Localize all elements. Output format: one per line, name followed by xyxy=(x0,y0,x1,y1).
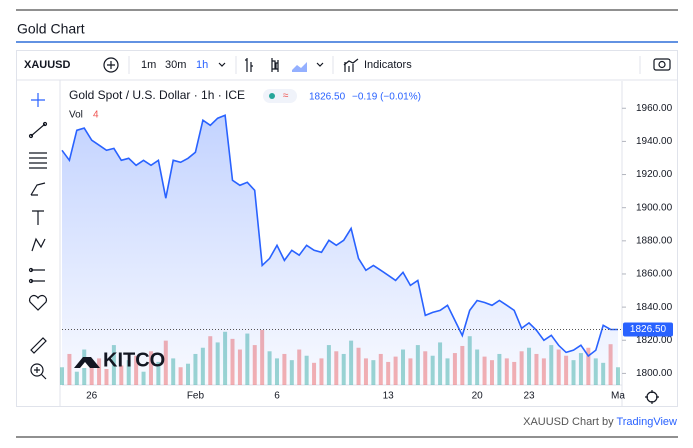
y-tick-label: 1840.00 xyxy=(636,302,673,313)
interval[interactable]: 1h xyxy=(196,59,208,71)
footer: XAUUSD Chart by TradingView xyxy=(523,416,677,428)
plot: 1800.00 1820.00 1840.00 1860.00 1880.00 1900.… xyxy=(60,103,673,402)
price-change: −0.19 (−0.01%) xyxy=(352,92,421,103)
x-tick-label: Feb xyxy=(187,391,205,402)
x-tick-label: 26 xyxy=(86,391,98,402)
y-tick-label: 1880.00 xyxy=(636,235,673,246)
y-tick-label: 1900.00 xyxy=(636,202,673,213)
y-tick-label: 1820.00 xyxy=(636,335,673,346)
chart-title: Gold Spot / U.S. Dollar · 1h · ICE xyxy=(69,88,245,102)
y-tick-label: 1960.00 xyxy=(636,103,673,114)
page-title: Gold Chart xyxy=(17,21,85,37)
y-tick-label: 1920.00 xyxy=(636,169,673,180)
snapshot[interactable] xyxy=(653,58,671,71)
indicators-button[interactable]: Indicators xyxy=(364,59,412,71)
area-icon[interactable] xyxy=(292,62,307,72)
y-tick-label: 1940.00 xyxy=(636,136,673,147)
interval[interactable]: 1m xyxy=(141,59,156,71)
interval[interactable]: 30m xyxy=(165,59,186,71)
footer-link[interactable]: TradingView xyxy=(616,416,677,428)
x-tick-label: 6 xyxy=(274,391,280,402)
volume-label: Vol xyxy=(69,110,83,121)
style-menu[interactable] xyxy=(316,62,324,67)
symbol[interactable]: XAUUSD xyxy=(24,59,71,71)
bars-icon[interactable] xyxy=(245,58,253,72)
y-tick-label: 1860.00 xyxy=(636,269,673,280)
last-price: 1826.50 xyxy=(309,92,346,103)
indicators-icon[interactable] xyxy=(343,58,359,72)
logo-text: KITCO xyxy=(103,349,165,371)
x-tick-label: 20 xyxy=(472,391,484,402)
settings[interactable] xyxy=(645,390,659,404)
price-line xyxy=(61,114,618,358)
x-tick-label: 23 xyxy=(523,391,535,402)
x-tick-label: Ma xyxy=(611,391,625,402)
drawing-tools[interactable] xyxy=(28,93,48,380)
add-symbol[interactable] xyxy=(103,57,119,73)
svg-text:≈: ≈ xyxy=(283,91,289,102)
candles-icon[interactable] xyxy=(271,58,279,72)
price-area xyxy=(62,115,618,385)
volume-value: 4 xyxy=(93,110,99,121)
x-tick-label: 13 xyxy=(383,391,395,402)
last-price-label: 1826.50 xyxy=(630,324,667,335)
status-badge xyxy=(263,89,297,103)
footer-text: XAUUSD Chart by xyxy=(523,416,614,428)
interval-menu[interactable] xyxy=(218,62,226,67)
last-price-badge xyxy=(623,322,673,337)
logo xyxy=(74,357,100,368)
y-tick-label: 1800.00 xyxy=(636,368,673,379)
